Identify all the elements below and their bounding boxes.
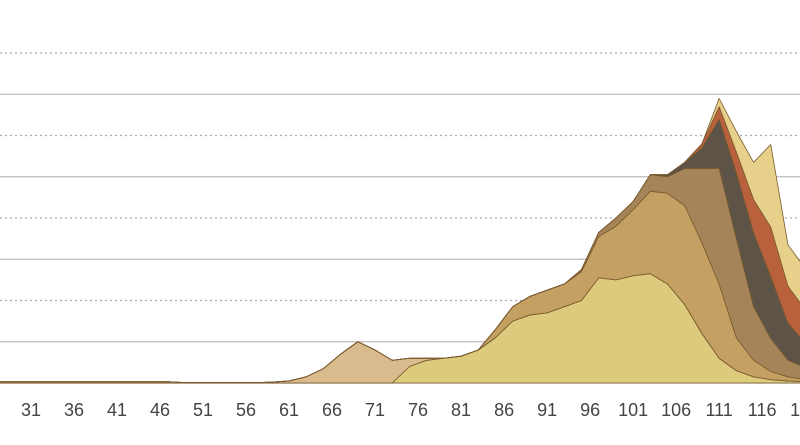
x-tick-label: 106 [661,400,691,420]
x-tick-label: 41 [107,400,127,420]
x-tick-label: 66 [322,400,342,420]
x-tick-label: 61 [279,400,299,420]
x-tick-label: 121 [790,400,800,420]
x-tick-label: 96 [580,400,600,420]
x-tick-label: 51 [193,400,213,420]
x-tick-label: 31 [21,400,41,420]
x-tick-label: 76 [408,400,428,420]
x-tick-label: 101 [618,400,648,420]
x-tick-label: 91 [537,400,557,420]
x-tick-label: 71 [365,400,385,420]
x-tick-label: 36 [64,400,84,420]
x-tick-label: 116 [748,400,777,420]
x-tick-label: 56 [236,400,256,420]
x-tick-label: 46 [150,400,170,420]
x-tick-label: 81 [451,400,471,420]
x-tick-label: 111 [705,400,732,420]
x-tick-label: 86 [494,400,514,420]
area [0,97,800,383]
